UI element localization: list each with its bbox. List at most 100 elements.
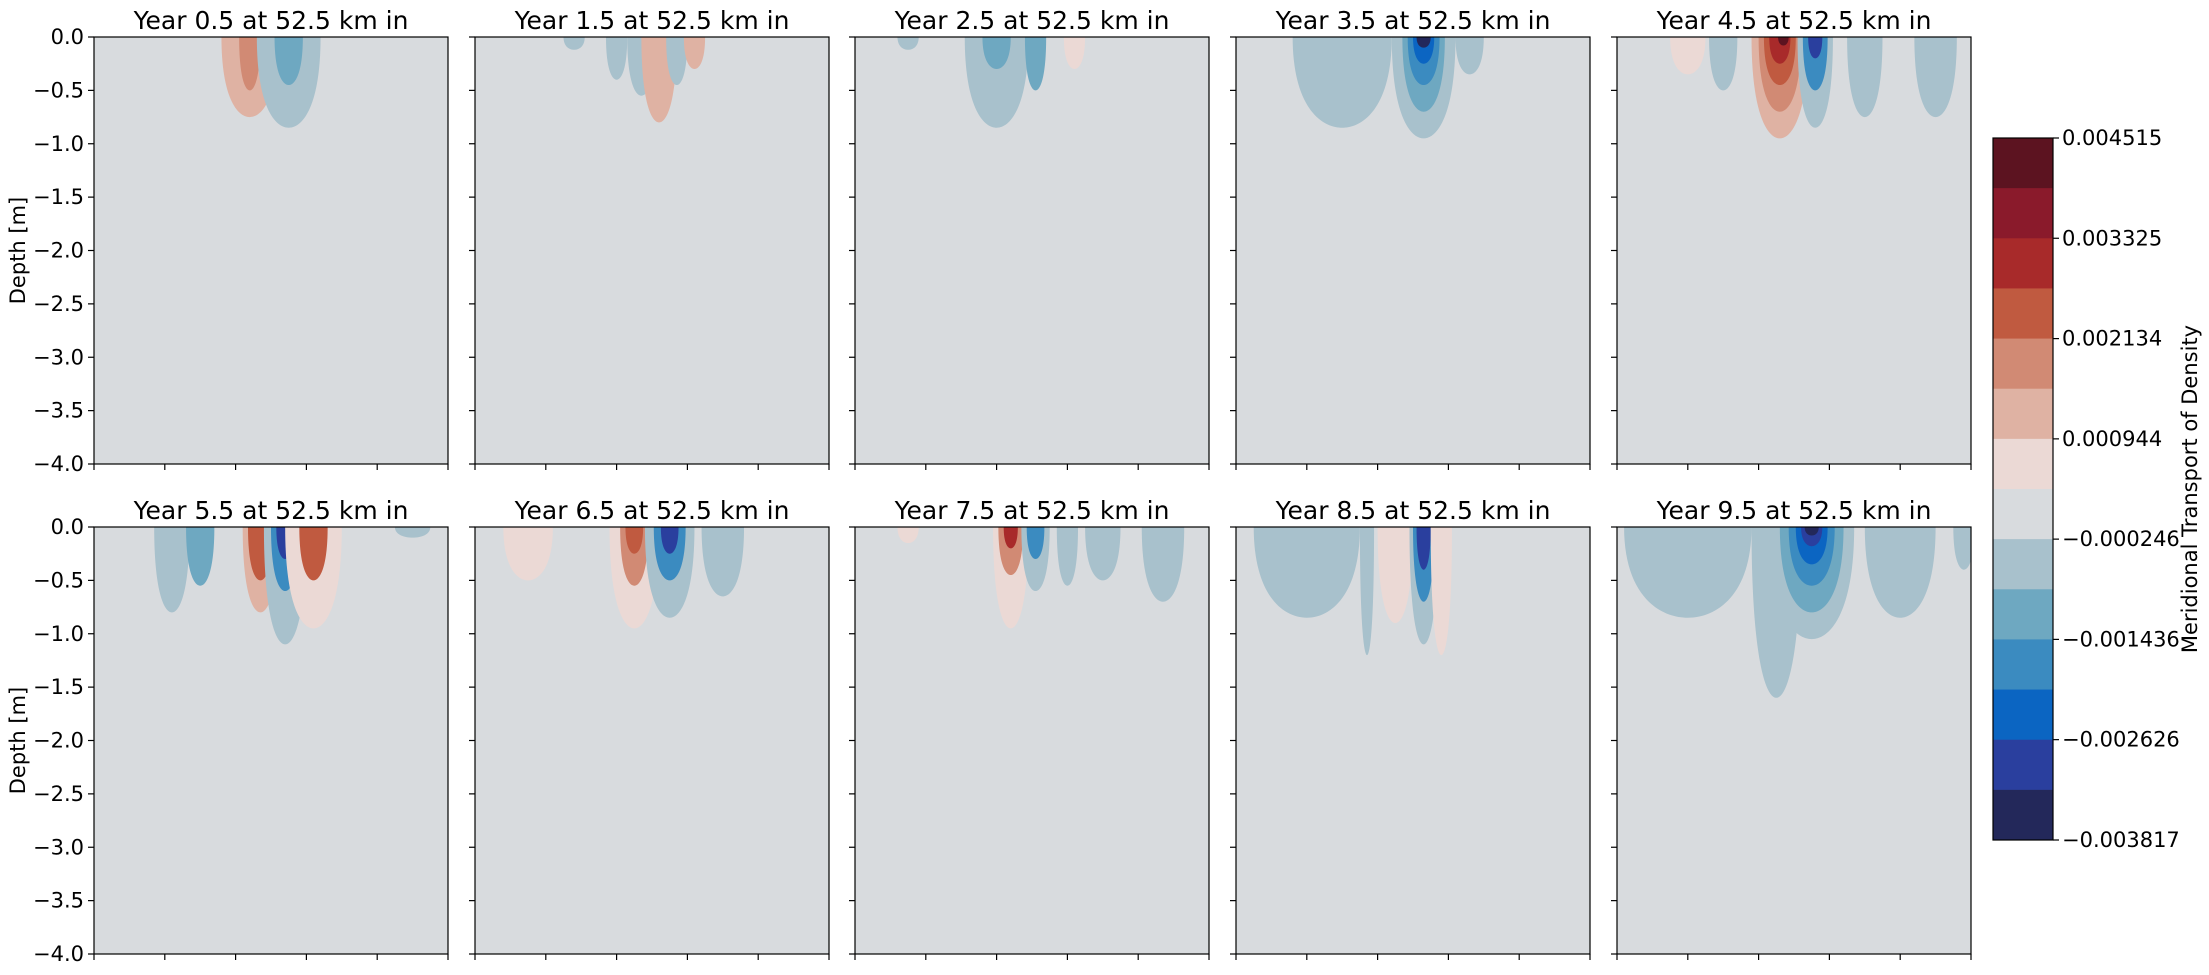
panel-title: Year 3.5 at 52.5 km in	[1275, 6, 1551, 35]
contour-layers	[221, 37, 321, 128]
contour-region	[701, 527, 745, 597]
contour-region	[1914, 37, 1957, 118]
contour-region	[1026, 527, 1045, 560]
contour-region	[998, 527, 1024, 576]
panel-title: Year 2.5 at 52.5 km in	[894, 6, 1170, 35]
colorbar-level	[1993, 388, 2053, 440]
y-tick-label: −0.5	[33, 78, 84, 102]
contour-region	[1778, 37, 1789, 46]
y-tick-label: −4.0	[33, 942, 84, 966]
contour-region	[1416, 527, 1431, 570]
y-axis-label: Depth [m]	[6, 687, 30, 794]
colorbar-level	[1993, 238, 2053, 289]
colorbar-level	[1993, 539, 2053, 590]
y-tick-label: 0.0	[51, 515, 84, 539]
panel-6: Year 5.5 at 52.5 km in 0.0 −0.5 −1.0 −1.5 −2.…	[6, 496, 449, 966]
colorbar-tick-label: −0.000246	[2062, 527, 2180, 551]
contour-region	[605, 37, 628, 80]
panel-1: Year 0.5 at 52.5 km in 0.0 −0.5 −1.0 −1.5 −2.…	[6, 6, 449, 476]
contour-layers	[1253, 527, 1452, 656]
contour-region	[563, 37, 585, 50]
contour-region	[1455, 37, 1484, 75]
colorbar-level	[1993, 639, 2053, 691]
contour-layers	[503, 527, 745, 629]
colorbar-level	[1993, 589, 2053, 640]
y-tick-label: −2.0	[33, 729, 84, 753]
contour-layers	[897, 37, 1086, 128]
colorbar-tick-label: 0.000944	[2062, 427, 2162, 451]
contour-region	[186, 527, 215, 586]
contour-region	[1085, 527, 1121, 581]
contour-region	[1709, 37, 1738, 91]
panel-title: Year 6.5 at 52.5 km in	[514, 496, 790, 525]
contour-layers	[1670, 37, 1957, 139]
colorbar-tick-label: 0.002134	[2062, 327, 2162, 351]
colorbar-level	[1993, 789, 2053, 841]
contour-region	[1141, 527, 1185, 602]
contour-region	[1253, 527, 1360, 618]
colorbar-level	[1993, 689, 2053, 741]
panel-title: Year 9.5 at 52.5 km in	[1656, 496, 1932, 525]
contour-region	[1377, 527, 1413, 624]
panel-2: Year 1.5 at 52.5 km in	[469, 6, 830, 470]
y-tick-label: −1.0	[33, 132, 84, 156]
contour-region	[1430, 527, 1452, 656]
contour-region	[1292, 37, 1392, 128]
contour-region	[1003, 527, 1018, 549]
contour-region	[683, 37, 706, 70]
y-tick-label: −1.5	[33, 185, 84, 209]
y-axis-label: Depth [m]	[6, 197, 30, 304]
contour-region	[1802, 37, 1828, 91]
contour-region	[897, 37, 919, 50]
contour-region	[1864, 527, 1936, 618]
colorbar-frame	[1992, 137, 2054, 841]
contour-region	[503, 527, 553, 581]
colorbar-tick-label: 0.004515	[2062, 126, 2162, 150]
y-tick-label: −2.0	[33, 239, 84, 263]
colorbar-level	[1993, 338, 2053, 390]
contour-region	[964, 37, 1029, 128]
contour-region	[239, 37, 261, 91]
y-tick-label: −1.0	[33, 622, 84, 646]
colorbar-level	[1993, 739, 2053, 791]
contour-region	[1808, 37, 1823, 59]
contour-layers	[1292, 37, 1484, 139]
colorbar-level	[1993, 138, 2053, 189]
contour-region	[299, 527, 328, 581]
y-tick-label: −2.5	[33, 292, 84, 316]
contour-region	[274, 37, 303, 86]
contour-region	[660, 527, 679, 554]
contour-region	[1416, 37, 1431, 48]
colorbar-tick-label: −0.003817	[2062, 828, 2180, 852]
y-tick-label: −4.0	[33, 452, 84, 476]
panel-title: Year 8.5 at 52.5 km in	[1275, 496, 1551, 525]
panel-title: Year 0.5 at 52.5 km in	[133, 6, 409, 35]
contour-region	[982, 37, 1011, 70]
colorbar-tick-label: −0.002626	[2062, 728, 2180, 752]
y-tick-label: −2.5	[33, 782, 84, 806]
contour-region	[1024, 37, 1047, 91]
panel-background	[855, 527, 1209, 954]
panel-8: Year 7.5 at 52.5 km in	[849, 496, 1210, 960]
contour-layers	[154, 527, 431, 645]
contour-layers	[897, 527, 1185, 629]
panel-4: Year 3.5 at 52.5 km in	[1230, 6, 1591, 470]
y-tick-label: −0.5	[33, 568, 84, 592]
contour-region	[666, 37, 688, 86]
colorbar-label: Meridional Transport of Density	[2178, 325, 2202, 653]
panel-title: Year 7.5 at 52.5 km in	[894, 496, 1170, 525]
contour-region	[897, 527, 919, 544]
contour-layers	[563, 37, 706, 123]
colorbar-tick-label: 0.003325	[2062, 226, 2162, 250]
y-tick-label: −3.5	[33, 889, 84, 913]
contour-layers	[1624, 527, 1971, 698]
contour-region	[1359, 527, 1375, 656]
panel-5: Year 4.5 at 52.5 km in	[1611, 6, 1972, 470]
panel-10: Year 9.5 at 52.5 km in	[1611, 496, 1972, 960]
colorbar: 0.004515 0.003325 0.002134 0.000944 −0.00024…	[1992, 126, 2202, 852]
panel-title: Year 5.5 at 52.5 km in	[133, 496, 409, 525]
panel-3: Year 2.5 at 52.5 km in	[849, 6, 1210, 470]
colorbar-level	[1993, 438, 2053, 490]
colorbar-tick-label: −0.001436	[2062, 627, 2180, 651]
